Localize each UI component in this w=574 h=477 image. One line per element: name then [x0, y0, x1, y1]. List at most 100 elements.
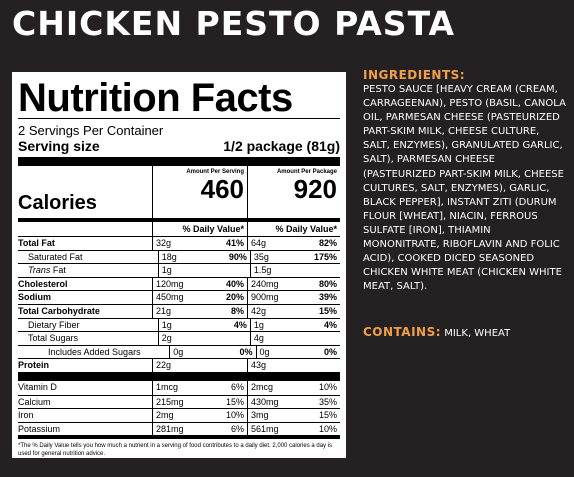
dv-per-package: 80%	[318, 278, 337, 289]
dv-per-package: 15%	[318, 410, 337, 421]
vitamin-row-calcium: Calcium 215mg 15% 430mg 35%	[18, 394, 340, 409]
dv-per-serving: 8%	[230, 305, 244, 316]
divider-thick	[18, 371, 340, 381]
nutrient-row-cholesterol: Cholesterol 120mg 40% 240mg 80%	[18, 276, 340, 291]
amount-per-serving: 2mg	[156, 410, 174, 421]
calories-per-serving: 460	[200, 174, 244, 204]
dv-per-package: 10%	[318, 381, 337, 392]
fat-label: Fat	[52, 265, 66, 276]
amount-per-serving: 1g	[161, 319, 172, 330]
amount-per-package: 2mcg	[251, 381, 274, 392]
dv-per-serving: 40%	[225, 278, 244, 289]
amount-per-package: 240mg	[251, 278, 279, 289]
serving-size-value: 1/2 package (81g)	[223, 138, 340, 154]
amount-per-package: 42g	[251, 305, 267, 316]
dv-per-serving: 20%	[225, 292, 244, 303]
divider-thick	[18, 157, 340, 166]
dv-per-package: 82%	[318, 238, 337, 248]
amount-per-package: 430mg	[251, 396, 279, 407]
ingredients-text: Pesto sauce [heavy cream (cream, carrage…	[363, 84, 566, 293]
amount-per-serving: 1mcg	[156, 381, 179, 392]
dv-per-package	[337, 264, 340, 277]
dv-per-package: 35%	[318, 396, 337, 407]
amount-per-serving: 281mg	[156, 423, 184, 434]
dv-per-package: 39%	[318, 292, 337, 303]
nutrient-row-protein: Protein 22g 43g	[18, 358, 340, 372]
calories-label: Calories	[18, 192, 97, 214]
nutrient-label: Protein	[18, 360, 50, 371]
nutrient-label: Dietary Fiber	[28, 319, 80, 330]
contains-label: CONTAINS:	[363, 325, 442, 339]
nutrition-facts-heading: Nutrition Facts	[18, 76, 293, 120]
servings-per-container: 2 Servings Per Container	[18, 123, 164, 138]
contains-value: MILK, WHEAT	[444, 328, 511, 339]
nutrient-row-sodium: Sodium 450mg 20% 900mg 39%	[18, 290, 340, 304]
nutrient-label: Includes Added Sugars	[48, 346, 141, 357]
vitamin-row-vitamin-d: Vitamin D 1mcg 6% 2mcg 10%	[18, 380, 340, 395]
nutrient-label: Total Fat	[18, 238, 55, 248]
amount-per-package: 900mg	[251, 292, 279, 303]
dv-per-serving: 6%	[230, 423, 244, 434]
serving-size-row: Serving size 1/2 package (81g)	[18, 138, 340, 154]
nutrient-row-total-fat: Total Fat 32g 41% 64g 82%	[18, 236, 340, 250]
daily-value-header: % Daily Value* % Daily Value*	[18, 222, 340, 236]
dv-per-serving: 10%	[225, 410, 244, 421]
allergen-statement: CONTAINS: MILK, WHEAT	[363, 325, 510, 339]
per-package-column: Amount Per Package 920	[247, 166, 340, 218]
nutrient-row-total-sugars: Total Sugars 2g 4g	[18, 331, 340, 345]
serving-size-label: Serving size	[18, 138, 100, 154]
dv-per-serving: 4%	[233, 319, 247, 330]
daily-value-footnote: *The % Daily Value tells you how much a …	[18, 443, 333, 458]
amount-per-serving: 32g	[156, 238, 172, 248]
dv-per-serving: 90%	[228, 251, 247, 262]
dv-per-serving: 15%	[225, 396, 244, 407]
amount-per-serving: 215mg	[156, 396, 184, 407]
daily-value-head-2: % Daily Value*	[247, 222, 340, 236]
amount-per-serving: 120mg	[156, 278, 184, 289]
amount-per-package: 1g	[253, 319, 264, 330]
nutrient-label: Cholesterol	[18, 278, 68, 289]
nutrition-facts-panel: Nutrition Facts 2 Servings Per Container…	[12, 72, 346, 458]
amount-per-package: 1.5g	[253, 265, 272, 276]
dv-per-package: 0%	[324, 346, 338, 357]
page-title: CHICKEN PESTO PASTA	[12, 4, 456, 43]
calories-per-package: 920	[293, 174, 337, 204]
per-serving-column: Amount Per Serving 460	[152, 166, 247, 218]
nutrient-row-trans-fat: Trans Fat 1g 1.5g	[18, 263, 340, 277]
dv-per-package	[337, 332, 340, 345]
dv-per-package: 15%	[318, 305, 337, 316]
amount-per-serving: 21g	[156, 305, 172, 316]
nutrient-label: Calcium	[18, 396, 51, 407]
trans-label: Trans	[28, 265, 51, 276]
nutrient-label: Saturated Fat	[28, 251, 83, 262]
dv-per-package: 175%	[313, 251, 338, 262]
amount-per-package: 64g	[251, 238, 267, 248]
amount-per-serving: 0g	[173, 346, 184, 357]
amount-per-serving: 18g	[161, 251, 177, 262]
amount-per-package: 561mg	[251, 423, 279, 434]
nutrient-label: Total Carbohydrate	[18, 305, 100, 316]
amount-per-serving: 450mg	[156, 292, 184, 303]
amount-per-package: 35g	[253, 251, 269, 262]
dv-per-serving: 6%	[230, 381, 244, 392]
dv-per-package: 4%	[324, 319, 338, 330]
amount-per-package: 3mg	[251, 410, 269, 421]
nutrient-label: Sodium	[18, 292, 51, 303]
amount-per-package: 43g	[251, 360, 267, 371]
nutrient-label: Total Sugars	[28, 333, 79, 344]
vitamin-row-iron: Iron 2mg 10% 3mg 15%	[18, 408, 340, 422]
calories-row: Calories Amount Per Serving 460 Amount P…	[18, 166, 340, 218]
nutrient-label: Vitamin D	[18, 381, 57, 392]
nutrient-label: Potassium	[18, 423, 61, 434]
per-serving-heading: Amount Per Serving	[186, 169, 244, 175]
nutrient-row-total-carbohydrate: Total Carbohydrate 21g 8% 42g 15%	[18, 303, 340, 318]
nutrient-row-saturated-fat: Saturated Fat 18g 90% 35g 175%	[18, 249, 340, 264]
amount-per-serving: 22g	[156, 360, 172, 371]
nutrient-row-added-sugars: Includes Added Sugars 0g 0% 0g 0%	[18, 344, 340, 359]
nutrient-label: Iron	[18, 410, 34, 421]
dv-per-package: 10%	[318, 423, 337, 434]
amount-per-package: 0g	[259, 346, 270, 357]
amount-per-serving: 1g	[161, 265, 172, 276]
nutrient-label: Trans Fat	[18, 264, 158, 277]
vitamin-row-potassium: Potassium 281mg 6% 561mg 10%	[18, 421, 340, 436]
